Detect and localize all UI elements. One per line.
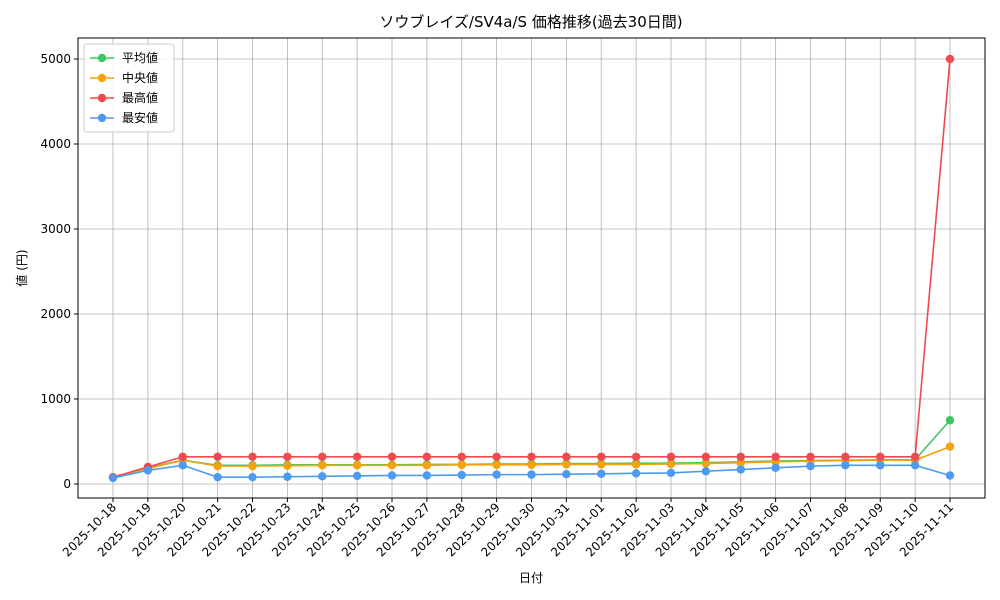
data-point <box>318 472 327 481</box>
data-point <box>213 472 222 482</box>
y-tick-label: 4000 <box>40 137 71 151</box>
data-point <box>527 470 536 479</box>
data-point <box>213 452 222 461</box>
data-point <box>422 471 432 480</box>
data-point <box>527 460 536 470</box>
data-point <box>666 452 676 461</box>
data-point <box>945 442 955 451</box>
data-point <box>143 466 153 475</box>
data-point <box>597 452 606 461</box>
data-point <box>562 452 571 461</box>
data-point <box>457 470 466 480</box>
data-point <box>248 461 257 471</box>
x-axis-label: 日付 <box>519 571 543 585</box>
data-point <box>841 452 850 461</box>
data-point <box>213 461 222 471</box>
chart-title: ソウブレイズ/SV4a/S 価格推移(過去30日間) <box>379 13 682 31</box>
data-point <box>597 460 606 469</box>
data-point <box>283 461 292 470</box>
data-point <box>492 460 501 470</box>
data-point <box>631 469 641 478</box>
data-point <box>736 458 745 467</box>
data-point <box>876 452 885 461</box>
data-point <box>666 459 676 469</box>
y-axis-label: 値 (円) <box>14 249 29 286</box>
data-point <box>387 461 397 470</box>
data-point <box>771 463 780 473</box>
data-point <box>945 54 955 64</box>
data-point <box>318 452 327 461</box>
data-point <box>352 452 362 461</box>
data-point <box>248 472 257 482</box>
data-point <box>562 460 571 469</box>
data-point <box>631 452 641 461</box>
data-point <box>178 452 187 461</box>
data-point <box>945 471 955 480</box>
legend-label: 最高値 <box>122 90 158 105</box>
legend-marker <box>97 93 107 103</box>
data-point <box>701 452 711 461</box>
data-point <box>841 461 850 470</box>
data-point <box>318 461 327 470</box>
data-point <box>283 452 292 461</box>
data-point <box>387 471 397 480</box>
data-point <box>666 468 676 478</box>
data-point <box>771 452 780 461</box>
y-tick-label: 1000 <box>40 392 71 406</box>
data-point <box>945 416 955 425</box>
data-point <box>527 452 536 461</box>
data-point <box>283 472 292 481</box>
data-point <box>736 465 745 474</box>
data-point <box>910 461 920 470</box>
data-point <box>457 452 466 461</box>
data-point <box>352 471 362 481</box>
data-point <box>422 452 432 461</box>
data-point <box>492 452 501 461</box>
data-point <box>736 452 745 461</box>
legend-label: 中央値 <box>122 70 158 85</box>
plot-frame <box>77 37 986 499</box>
data-point <box>701 467 711 476</box>
legend-label: 平均値 <box>122 50 158 65</box>
legend-marker <box>97 73 107 83</box>
data-point <box>457 460 466 470</box>
data-point <box>248 452 257 461</box>
data-point <box>352 461 362 470</box>
data-point <box>806 452 815 461</box>
legend-box <box>83 43 175 133</box>
data-point <box>178 461 187 470</box>
legend-marker <box>97 113 107 123</box>
data-point <box>387 452 397 461</box>
y-tick-label: 3000 <box>40 222 71 236</box>
legend-marker <box>97 53 107 63</box>
data-point <box>597 469 606 478</box>
y-tick-label: 0 <box>63 477 71 491</box>
data-point <box>422 461 432 470</box>
data-point <box>562 470 571 479</box>
data-point <box>108 473 118 483</box>
legend-label: 最安値 <box>122 110 158 125</box>
data-point <box>806 461 815 471</box>
data-point <box>631 460 641 469</box>
y-tick-label: 5000 <box>40 52 71 66</box>
y-tick-label: 2000 <box>40 307 71 321</box>
data-point <box>910 452 920 461</box>
data-point <box>492 470 501 479</box>
data-point <box>701 459 711 468</box>
data-point <box>876 461 885 470</box>
